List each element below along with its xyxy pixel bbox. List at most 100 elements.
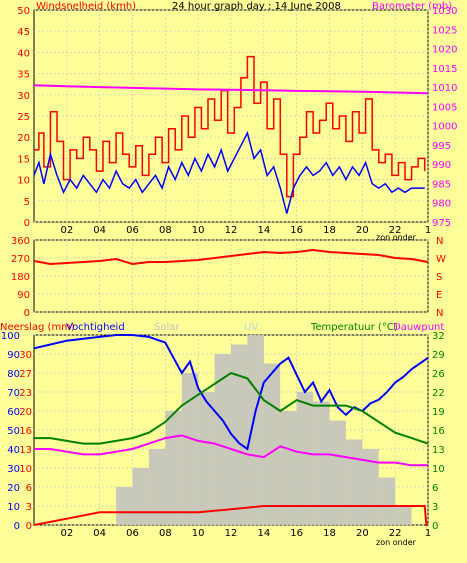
- p1-y-left-tick-label: 45: [17, 27, 30, 38]
- p3-humidity-tick-label: 10: [7, 502, 20, 513]
- p1-x-tick-label: 10: [192, 225, 205, 236]
- direction-series-line: [33, 248, 429, 266]
- p1-y-right-tick-label: 980: [432, 199, 451, 210]
- p1-x-tick-label: 22: [389, 225, 402, 236]
- humidity-axis-label: Vochtigheid: [66, 322, 125, 333]
- p3-x-tick-label: 20: [356, 528, 369, 539]
- p3-temp-tick-label: 29: [432, 350, 445, 361]
- p1-y-right-tick-label: 995: [432, 141, 451, 152]
- panel1-grid: [34, 9, 429, 223]
- p3-temp-tick-label: 3: [432, 502, 438, 513]
- p1-y-right-tick-label: 1000: [432, 122, 457, 133]
- solar-bar: [148, 449, 166, 525]
- p3-zon-onder: zon onder: [376, 538, 417, 547]
- p1-y-right-tick-label: 1005: [432, 102, 457, 113]
- p1-y-right-tick-label: 985: [432, 179, 451, 190]
- solar-bar: [280, 411, 297, 525]
- p2-y-left-tick-label: 0: [24, 308, 30, 319]
- p3-x-tick-label: 18: [323, 528, 336, 539]
- p1-y-right-tick-label: 975: [432, 218, 451, 229]
- p3-humidity-tick-label: 80: [7, 369, 20, 380]
- p3-x-tick-label: 10: [192, 528, 205, 539]
- p1-y-right-tick-label: 1025: [432, 25, 457, 36]
- panel1-series: [33, 55, 429, 214]
- p1-y-left-tick-label: 10: [17, 176, 30, 187]
- p2-y-left-tick-label: 270: [11, 254, 30, 265]
- panel2-grid: [34, 239, 429, 313]
- chart-title: 24 hour graph day : 14 June 2008: [172, 1, 341, 12]
- p3-temp-tick-label: 0: [432, 521, 438, 532]
- barometer-axis-label: Barometer (mb): [372, 1, 452, 12]
- p1-y-right-tick-label: 990: [432, 160, 451, 171]
- p3-temp-tick-label: 19: [432, 407, 445, 418]
- p3-temp-tick-label: 13: [432, 445, 445, 456]
- temperature-axis-label: Temperatuur (°C): [310, 322, 398, 333]
- p3-rain-tick-label: 16: [19, 426, 32, 437]
- p3-x-tick-label: 14: [257, 528, 270, 539]
- p1-y-right-tick-label: 1015: [432, 64, 457, 75]
- p1-x-tick-label: 20: [356, 225, 369, 236]
- solar-bar: [263, 363, 281, 525]
- uv-axis-label: UV: [244, 322, 258, 333]
- p1-y-right-tick-label: 1010: [432, 83, 457, 94]
- panel1-ticks: 0510152025303540455097598098599099510001…: [17, 6, 457, 236]
- solar-bar: [345, 439, 363, 525]
- humidity-series-line: [33, 334, 429, 451]
- wind-axis-label: Windsnelheid (kmh): [36, 1, 136, 12]
- p3-humidity-tick-label: 40: [7, 445, 20, 456]
- p1-x-tick-label: 12: [225, 225, 238, 236]
- p1-x-tick-label: 04: [93, 225, 106, 236]
- wind-direction-panel: 0 N 90 E 180 S 270 W 360 N: [11, 236, 446, 319]
- solar-axis-label: Solar: [154, 322, 180, 333]
- solar-bar: [165, 411, 182, 525]
- p3-temp-tick-label: 32: [432, 331, 445, 342]
- p3-temp-tick-label: 16: [432, 426, 445, 437]
- panel3-series: [33, 334, 429, 526]
- p3-humidity-tick-label: 90: [7, 350, 20, 361]
- p3-x-tick-label: 16: [290, 528, 303, 539]
- p3-x-tick-label: 08: [159, 528, 172, 539]
- solar-bar: [116, 487, 133, 525]
- p1-zon-onder: zon onder: [376, 233, 417, 242]
- p2-y-left-tick-label: 90: [17, 290, 30, 301]
- wind-barometer-panel: 0510152025303540455097598098599099510001…: [17, 6, 457, 236]
- p3-rain-tick-label: 13: [19, 445, 32, 456]
- p1-x-tick-label: 18: [323, 225, 336, 236]
- p1-x-tick-label: 02: [60, 225, 73, 236]
- p3-x-tick-label: 04: [93, 528, 106, 539]
- p3-rain-tick-label: 3: [26, 502, 32, 513]
- p1-y-left-tick-label: 15: [17, 154, 30, 165]
- p3-humidity-tick-label: 70: [7, 388, 20, 399]
- p3-rain-tick-label: 20: [19, 407, 32, 418]
- p3-humidity-tick-label: 100: [1, 331, 20, 342]
- p1-x-tick-label: 1: [425, 225, 431, 236]
- p3-rain-tick-label: 30: [19, 350, 32, 361]
- p3-humidity-tick-label: 0: [14, 521, 20, 532]
- dewpoint-series-line: [34, 434, 428, 467]
- p1-y-left-tick-label: 40: [17, 48, 30, 59]
- p2-compass-label: N: [436, 236, 443, 247]
- p3-x-tick-label: 1: [425, 528, 431, 539]
- p3-x-tick-label: 22: [389, 528, 402, 539]
- p2-y-left-tick-label: 180: [11, 272, 30, 283]
- rain-axis-label: Neerslag (mm): [0, 322, 75, 333]
- p1-y-left-tick-label: 0: [24, 218, 30, 229]
- p1-x-tick-label: 08: [159, 225, 172, 236]
- barometer-series-line: [33, 84, 429, 95]
- p3-rain-tick-label: 23: [19, 388, 32, 399]
- solar-bar: [214, 354, 231, 525]
- p3-temp-tick-label: 10: [432, 464, 445, 475]
- dewpoint-axis-label: Dauwpunt: [393, 322, 444, 333]
- solar-bar: [395, 506, 412, 525]
- solar-bar: [329, 420, 346, 525]
- solar-bar: [296, 392, 314, 525]
- p3-x-tick-label: 06: [126, 528, 139, 539]
- p2-compass-label: E: [436, 290, 442, 301]
- p1-y-left-tick-label: 30: [17, 91, 30, 102]
- solar-bar: [198, 392, 215, 525]
- temperature-series-line: [34, 371, 429, 445]
- p1-y-left-tick-label: 25: [17, 112, 30, 123]
